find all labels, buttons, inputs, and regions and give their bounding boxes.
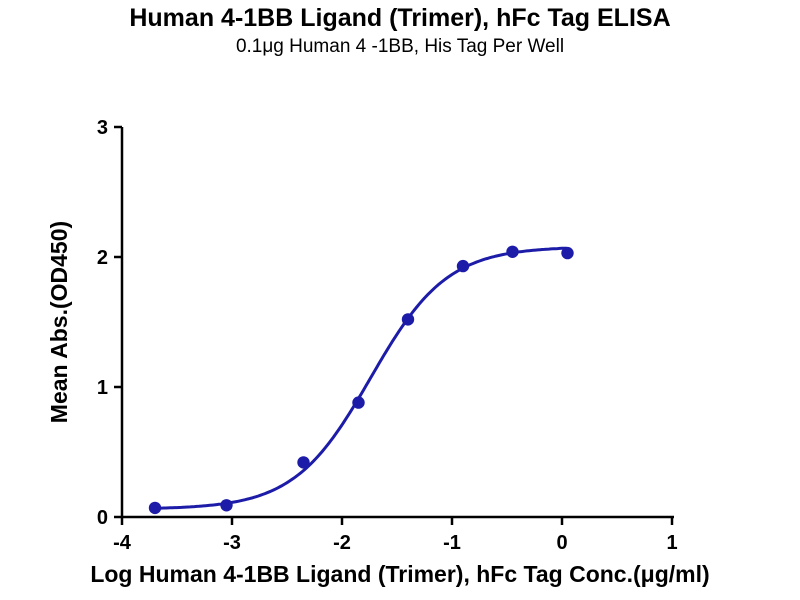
y-tick-label: 0 (97, 507, 108, 529)
data-point (220, 499, 233, 512)
x-axis-title: Log Human 4-1BB Ligand (Trimer), hFc Tag… (90, 561, 709, 587)
y-axis-title: Mean Abs.(OD450) (46, 221, 72, 423)
y-tick-label: 1 (97, 377, 108, 399)
data-point (401, 313, 415, 326)
data-point (506, 245, 519, 258)
data-point (352, 396, 365, 409)
x-tick-label: 1 (666, 532, 677, 554)
y-tick-label: 2 (97, 247, 108, 269)
x-tick-label: -1 (443, 532, 461, 554)
x-tick-label: -3 (223, 532, 241, 554)
fit-curve (151, 246, 568, 510)
chart-subtitle: 0.1μg Human 4 -1BB, His Tag Per Well (235, 36, 565, 57)
x-tick-label: 0 (556, 532, 567, 554)
x-tick-label: -2 (333, 532, 351, 554)
data-point (561, 246, 574, 260)
chart-title: Human 4-1BB Ligand (Trimer), hFc Tag ELI… (129, 4, 671, 32)
y-tick-label: 3 (97, 117, 108, 139)
data-point (297, 456, 310, 469)
x-tick-label: -4 (113, 532, 132, 554)
data-point (456, 259, 470, 273)
data-point (148, 501, 162, 515)
